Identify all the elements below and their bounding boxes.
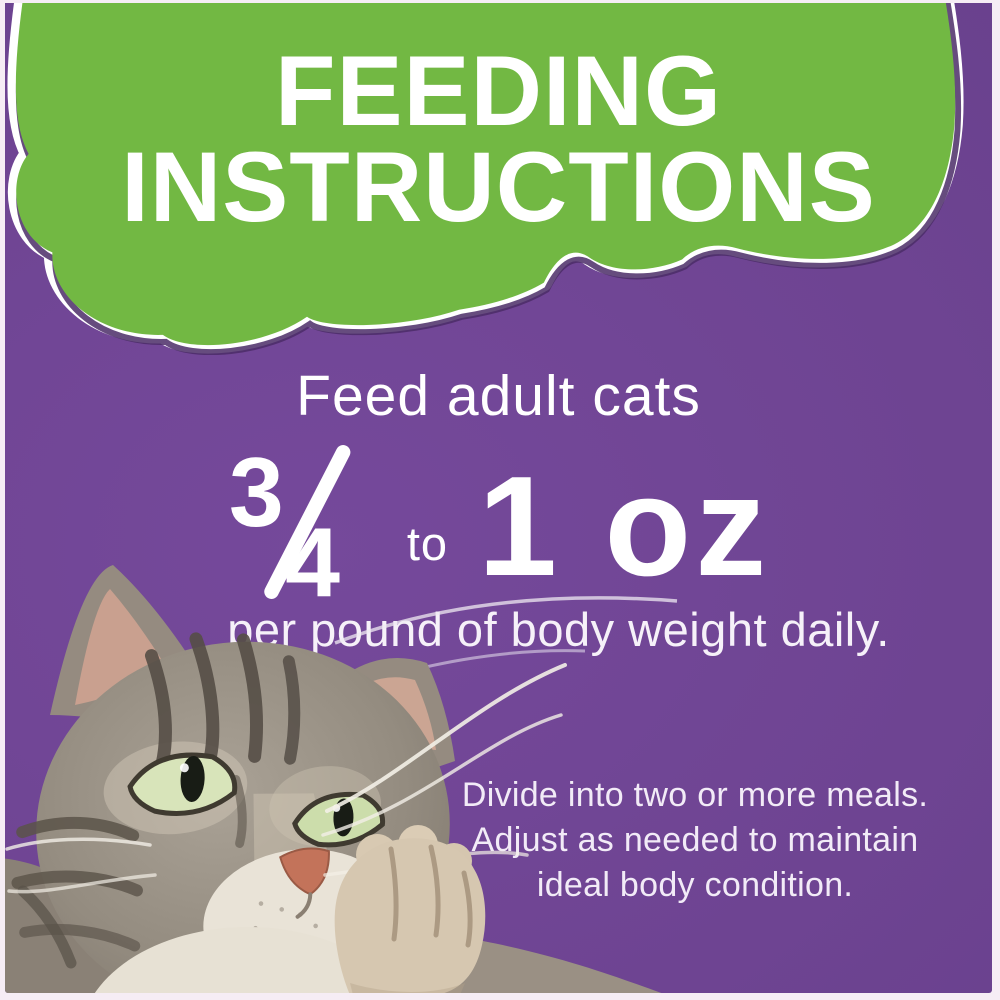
title-line-2: INSTRUCTIONS [121,131,876,243]
max-amount: 1 oz [478,446,771,606]
cloud-banner [7,3,964,355]
paw-shape [334,838,486,993]
purple-background: FEEDING INSTRUCTIONS Feed adult cats 3 4… [5,3,992,993]
paw-shadow [350,983,465,993]
fraction-slash [264,445,351,599]
toe-creases [388,844,473,948]
amount-row: 3 4 to 1 oz [5,443,992,601]
range-connector: to [406,517,449,570]
fraction-three-quarters: 3 4 [229,443,351,601]
cloud-shape [7,3,964,355]
cat-paw [334,825,486,993]
cat-mouth [295,892,313,919]
feed-intro-text: Feed adult cats [296,364,701,428]
notes-line-1: Divide into two or more meals. [461,776,929,814]
eye-glint [179,763,189,773]
page-title: FEEDING INSTRUCTIONS [5,35,992,243]
per-pound-text: per pound of body weight daily. [227,603,890,656]
notes-line-2: Adjust as needed to maintain [471,820,919,859]
fraction-numerator: 3 [229,443,284,547]
notes-line-3: ideal body condition. [536,865,854,904]
feeding-notes: Divide into two or more meals. Adjust as… [405,773,985,908]
fraction-denominator: 4 [285,508,340,601]
title-line-1: FEEDING [274,35,723,146]
cat-chest [94,927,402,993]
cheek-stripes [11,816,143,952]
cat-photo [5,565,678,993]
cat-eye-left [127,752,238,816]
whisker [334,596,678,645]
